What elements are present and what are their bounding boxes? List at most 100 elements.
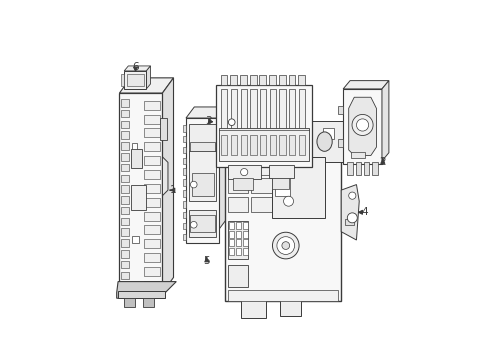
- Bar: [270, 89, 276, 130]
- Bar: [299, 135, 305, 156]
- Circle shape: [347, 213, 357, 223]
- Bar: [190, 215, 215, 232]
- Text: 5: 5: [203, 256, 210, 266]
- Bar: [243, 239, 248, 246]
- Bar: [251, 197, 272, 212]
- Polygon shape: [186, 107, 227, 118]
- Bar: [143, 298, 154, 307]
- Bar: [121, 131, 129, 139]
- Bar: [120, 93, 162, 293]
- Bar: [323, 128, 334, 139]
- Bar: [121, 74, 124, 86]
- Bar: [124, 71, 147, 89]
- Bar: [298, 75, 305, 85]
- Bar: [251, 178, 272, 193]
- Bar: [183, 223, 186, 229]
- Bar: [186, 118, 219, 243]
- Bar: [343, 89, 382, 164]
- Polygon shape: [343, 81, 389, 89]
- Bar: [145, 281, 160, 290]
- Bar: [145, 253, 160, 262]
- Bar: [372, 162, 378, 175]
- Bar: [240, 75, 247, 85]
- Bar: [289, 75, 295, 85]
- Bar: [227, 221, 248, 260]
- Bar: [145, 129, 160, 138]
- Bar: [260, 89, 266, 130]
- Bar: [121, 229, 129, 236]
- Bar: [121, 164, 129, 171]
- Bar: [280, 300, 301, 316]
- Bar: [272, 177, 289, 189]
- Bar: [121, 271, 129, 279]
- Polygon shape: [349, 97, 376, 156]
- Bar: [225, 129, 341, 301]
- Text: 1: 1: [170, 185, 176, 195]
- Bar: [183, 201, 186, 207]
- Bar: [241, 89, 247, 130]
- Bar: [127, 74, 144, 86]
- Bar: [242, 298, 267, 318]
- Bar: [259, 75, 266, 85]
- Bar: [189, 210, 217, 237]
- Bar: [217, 122, 223, 130]
- Bar: [217, 144, 223, 151]
- Bar: [121, 239, 129, 247]
- Bar: [121, 196, 129, 204]
- Bar: [145, 198, 160, 207]
- Bar: [279, 75, 286, 85]
- Bar: [123, 298, 135, 307]
- Bar: [227, 140, 248, 156]
- Bar: [132, 236, 139, 243]
- Polygon shape: [219, 107, 227, 229]
- Bar: [221, 135, 227, 156]
- Bar: [236, 222, 242, 229]
- Bar: [217, 85, 312, 167]
- Bar: [145, 170, 160, 179]
- Text: 6: 6: [132, 62, 139, 72]
- Circle shape: [277, 237, 294, 255]
- Bar: [243, 222, 248, 229]
- Bar: [356, 162, 361, 175]
- Bar: [121, 142, 129, 150]
- Circle shape: [191, 181, 197, 188]
- Bar: [300, 121, 349, 162]
- Bar: [338, 105, 343, 114]
- Polygon shape: [120, 78, 173, 93]
- Bar: [260, 135, 266, 156]
- Bar: [121, 153, 129, 161]
- Bar: [227, 265, 248, 287]
- Bar: [279, 135, 286, 156]
- Bar: [275, 174, 290, 195]
- Bar: [227, 165, 261, 179]
- Bar: [279, 89, 286, 130]
- Bar: [121, 121, 129, 128]
- Bar: [231, 89, 237, 130]
- Bar: [338, 139, 343, 147]
- Bar: [243, 231, 248, 238]
- Bar: [121, 207, 129, 215]
- Text: 3: 3: [205, 116, 212, 126]
- Circle shape: [352, 114, 373, 135]
- Polygon shape: [124, 66, 150, 71]
- Bar: [121, 110, 129, 117]
- Bar: [145, 184, 160, 193]
- Bar: [250, 75, 257, 85]
- Bar: [269, 165, 294, 177]
- Bar: [121, 282, 129, 290]
- Bar: [145, 267, 160, 276]
- Bar: [183, 190, 186, 197]
- Bar: [145, 101, 160, 110]
- Bar: [289, 89, 295, 130]
- Bar: [236, 231, 242, 238]
- Bar: [230, 75, 237, 85]
- Bar: [243, 248, 248, 255]
- Bar: [130, 149, 142, 168]
- Bar: [132, 143, 138, 149]
- Bar: [221, 89, 227, 130]
- Bar: [229, 239, 235, 246]
- Bar: [236, 239, 242, 246]
- Bar: [233, 177, 252, 190]
- Bar: [121, 261, 129, 268]
- Bar: [289, 135, 295, 156]
